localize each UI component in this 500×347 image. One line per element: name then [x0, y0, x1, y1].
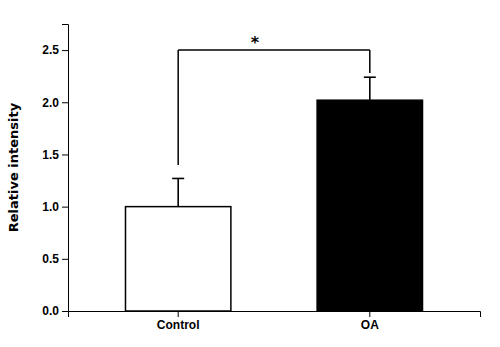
y-tick-mark — [62, 154, 68, 155]
bar — [125, 207, 230, 311]
y-tick-label: 2.5 — [42, 43, 59, 57]
marks — [125, 50, 422, 311]
error-bar-cap-top — [364, 76, 376, 78]
y-tick-label: 2.0 — [42, 96, 59, 110]
x-axis-line — [69, 312, 481, 318]
y-axis-line — [62, 25, 69, 312]
y-tick-label: 0.0 — [42, 304, 59, 318]
y-tick: 1.5 — [42, 148, 68, 162]
y-tick: 2.5 — [42, 43, 68, 57]
y-tick: 1.0 — [42, 200, 68, 214]
y-tick: 0.5 — [42, 252, 68, 266]
y-tick-mark — [62, 102, 68, 103]
x-axis: Control OA — [69, 311, 481, 332]
y-tick-mark — [62, 311, 68, 312]
bracket-left — [177, 50, 179, 165]
x-tick-mark — [369, 311, 370, 317]
x-tick: OA — [361, 311, 379, 332]
bracket-top — [178, 49, 370, 51]
bar — [317, 100, 422, 311]
y-tick-label: 1.5 — [42, 148, 59, 162]
significance-bracket — [178, 50, 370, 165]
plot: 0.0 0.5 1.0 1.5 2.0 2.5 Control OA * — [42, 25, 480, 332]
x-tick-mark — [178, 311, 179, 317]
y-tick-mark — [62, 207, 68, 208]
x-tick: Control — [157, 311, 200, 332]
error-bar — [172, 178, 184, 206]
chart: 0.0 0.5 1.0 1.5 2.0 2.5 Control OA * Relative int… — [0, 0, 500, 347]
error-bar-cap-top — [172, 178, 184, 180]
error-bar-stem — [177, 178, 179, 206]
significance-text: * — [251, 33, 260, 52]
x-tick-label: Control — [157, 318, 200, 332]
y-tick: 0.0 — [42, 304, 68, 318]
y-tick-mark — [62, 50, 68, 51]
y-tick-mark — [62, 259, 68, 260]
y-tick-label: 0.5 — [42, 252, 59, 266]
y-axis: 0.0 0.5 1.0 1.5 2.0 2.5 — [42, 25, 68, 319]
y-tick: 2.0 — [42, 96, 68, 110]
y-tick-label: 1.0 — [42, 200, 59, 214]
y-label: Relative intensity — [6, 102, 21, 232]
x-tick-label: OA — [361, 318, 379, 332]
error-bar — [364, 77, 376, 100]
bracket-right — [369, 50, 371, 73]
error-bar-stem — [369, 77, 371, 100]
